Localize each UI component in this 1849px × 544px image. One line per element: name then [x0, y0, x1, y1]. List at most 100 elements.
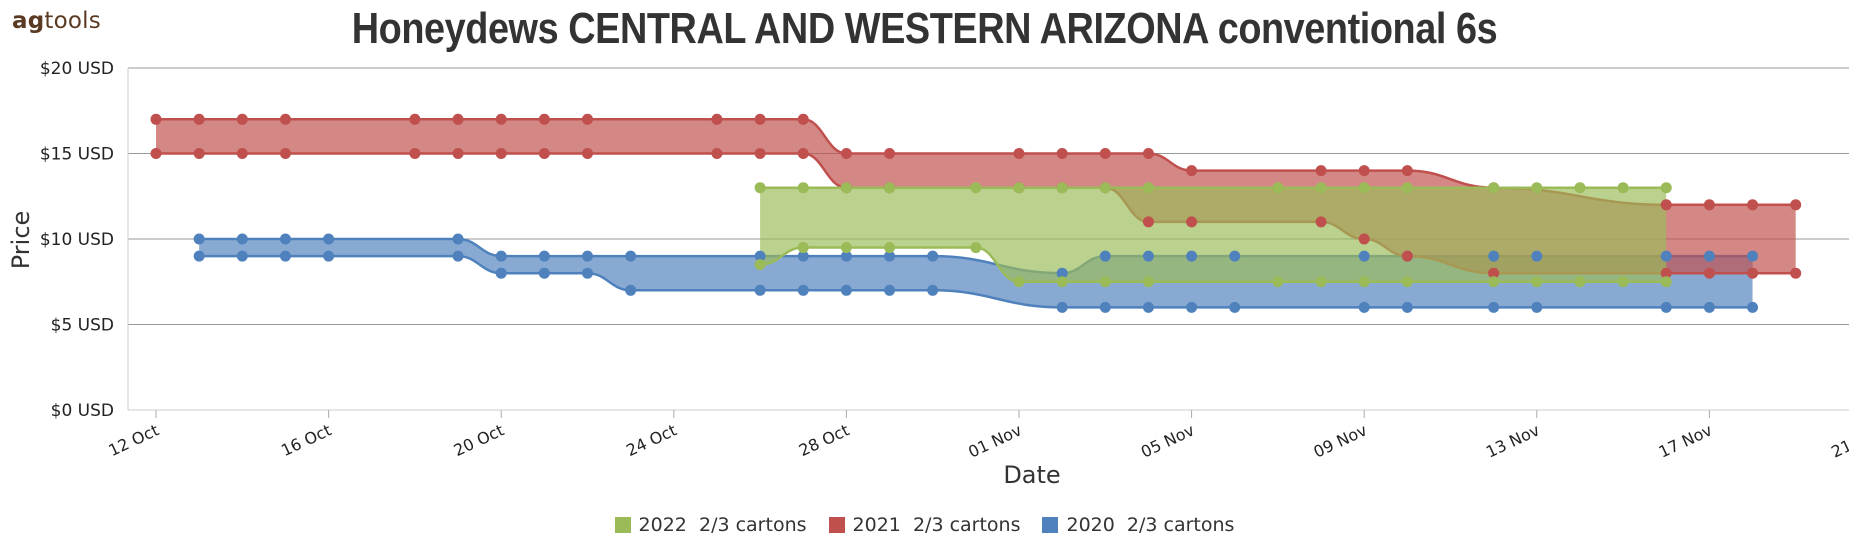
point-low-2020[interactable]	[323, 250, 335, 262]
point-high-2021[interactable]	[711, 113, 723, 125]
point-low-2022[interactable]	[1099, 276, 1111, 288]
point-high-2020[interactable]	[236, 233, 248, 245]
legend-item-2022[interactable]: 2022 2/3 cartons	[614, 514, 807, 536]
point-low-2021[interactable]	[582, 148, 593, 159]
point-low-2020[interactable]	[927, 284, 939, 296]
point-high-2020[interactable]	[279, 233, 291, 245]
point-high-2022[interactable]	[884, 182, 896, 194]
point-low-2020[interactable]	[797, 284, 809, 296]
point-high-2020[interactable]	[797, 250, 809, 262]
point-low-2020[interactable]	[1401, 301, 1413, 313]
point-high-2022[interactable]	[754, 182, 766, 194]
point-high-2022[interactable]	[1272, 182, 1284, 194]
point-low-2020[interactable]	[625, 284, 637, 296]
point-high-2020[interactable]	[495, 250, 507, 262]
point-high-2021[interactable]	[1013, 148, 1025, 159]
point-low-2021[interactable]	[797, 148, 809, 159]
point-low-2022[interactable]	[797, 242, 809, 254]
point-high-2022[interactable]	[797, 182, 809, 194]
point-low-2020[interactable]	[1358, 301, 1370, 313]
point-high-2020[interactable]	[193, 233, 205, 245]
point-high-2021[interactable]	[1186, 165, 1198, 177]
point-low-2021[interactable]	[1358, 233, 1370, 245]
point-high-2022[interactable]	[1013, 182, 1025, 194]
point-high-2021[interactable]	[1703, 199, 1715, 211]
point-low-2022[interactable]	[1315, 276, 1327, 288]
point-low-2020[interactable]	[1703, 301, 1715, 313]
point-high-2021[interactable]	[884, 148, 896, 159]
point-low-2022[interactable]	[1574, 276, 1586, 288]
point-high-2021[interactable]	[150, 113, 162, 125]
point-high-2021[interactable]	[236, 113, 248, 125]
point-high-2021[interactable]	[495, 113, 507, 125]
point-low-2022[interactable]	[970, 242, 982, 254]
point-low-2021[interactable]	[279, 148, 291, 159]
point-high-2022[interactable]	[1574, 182, 1586, 194]
point-low-2022[interactable]	[1142, 276, 1154, 288]
point-low-2022[interactable]	[884, 242, 896, 254]
point-high-2022[interactable]	[1142, 182, 1154, 194]
point-low-2022[interactable]	[1531, 276, 1543, 288]
point-high-2022[interactable]	[1488, 182, 1500, 194]
point-high-2022[interactable]	[1315, 182, 1327, 194]
point-high-2022[interactable]	[1531, 182, 1543, 194]
point-high-2020[interactable]	[1229, 250, 1241, 262]
point-high-2021[interactable]	[279, 113, 291, 125]
point-low-2020[interactable]	[1660, 301, 1672, 313]
point-high-2021[interactable]	[1660, 199, 1672, 211]
point-low-2020[interactable]	[495, 267, 507, 279]
point-high-2020[interactable]	[927, 250, 939, 262]
point-high-2020[interactable]	[538, 250, 550, 262]
point-high-2021[interactable]	[1747, 199, 1759, 211]
point-low-2022[interactable]	[1401, 276, 1413, 288]
point-high-2022[interactable]	[1056, 182, 1068, 194]
point-low-2020[interactable]	[1056, 301, 1068, 313]
point-high-2020[interactable]	[1056, 267, 1068, 279]
point-high-2020[interactable]	[1660, 250, 1672, 262]
point-low-2020[interactable]	[582, 267, 593, 279]
point-low-2020[interactable]	[884, 284, 896, 296]
point-low-2021[interactable]	[711, 148, 723, 159]
point-low-2021[interactable]	[1488, 267, 1500, 279]
point-high-2020[interactable]	[1703, 250, 1715, 262]
point-high-2020[interactable]	[1358, 250, 1370, 262]
point-high-2021[interactable]	[1056, 148, 1068, 159]
point-high-2021[interactable]	[1099, 148, 1111, 159]
point-low-2020[interactable]	[840, 284, 852, 296]
point-high-2021[interactable]	[1401, 165, 1413, 177]
point-high-2021[interactable]	[840, 148, 852, 159]
point-low-2022[interactable]	[1488, 276, 1500, 288]
point-high-2021[interactable]	[582, 113, 593, 125]
point-high-2020[interactable]	[884, 250, 896, 262]
point-low-2021[interactable]	[538, 148, 550, 159]
point-low-2022[interactable]	[1272, 276, 1284, 288]
point-low-2020[interactable]	[1747, 301, 1759, 313]
point-high-2021[interactable]	[754, 113, 766, 125]
point-high-2022[interactable]	[1660, 182, 1672, 194]
point-low-2020[interactable]	[236, 250, 248, 262]
point-low-2021[interactable]	[236, 148, 248, 159]
point-low-2020[interactable]	[1142, 301, 1154, 313]
point-low-2022[interactable]	[1013, 276, 1025, 288]
point-low-2021[interactable]	[1747, 267, 1759, 279]
point-low-2021[interactable]	[452, 148, 464, 159]
point-low-2022[interactable]	[1358, 276, 1370, 288]
point-low-2021[interactable]	[495, 148, 507, 159]
point-low-2020[interactable]	[1531, 301, 1543, 313]
point-low-2020[interactable]	[279, 250, 291, 262]
point-low-2021[interactable]	[1660, 267, 1672, 279]
point-low-2020[interactable]	[538, 267, 550, 279]
point-high-2021[interactable]	[538, 113, 550, 125]
point-high-2020[interactable]	[452, 233, 464, 245]
point-high-2020[interactable]	[1747, 250, 1759, 262]
point-high-2021[interactable]	[1315, 165, 1327, 177]
point-high-2022[interactable]	[1401, 182, 1413, 194]
point-high-2021[interactable]	[1358, 165, 1370, 177]
point-low-2020[interactable]	[452, 250, 464, 262]
point-high-2020[interactable]	[1099, 250, 1111, 262]
point-low-2021[interactable]	[1790, 267, 1802, 279]
point-low-2021[interactable]	[150, 148, 162, 159]
point-low-2022[interactable]	[1056, 276, 1068, 288]
point-low-2021[interactable]	[193, 148, 205, 159]
point-high-2020[interactable]	[323, 233, 335, 245]
